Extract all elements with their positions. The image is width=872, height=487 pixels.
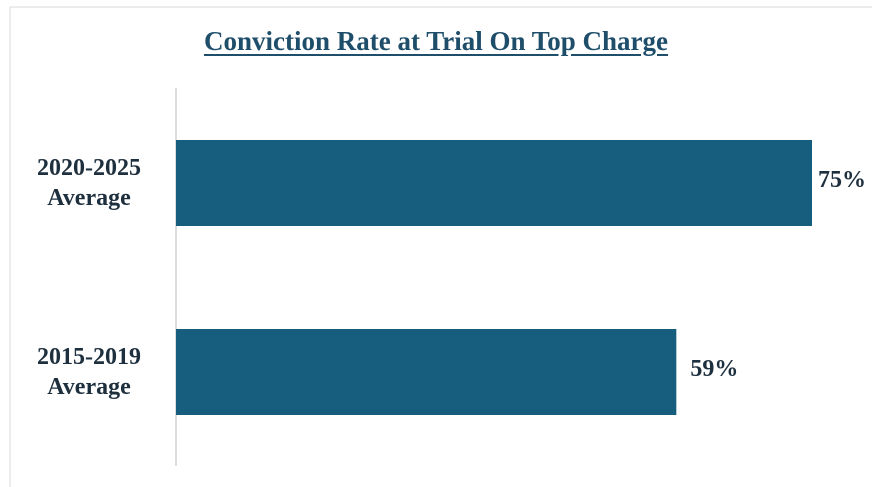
bar bbox=[176, 140, 812, 226]
value-label: 75% bbox=[818, 167, 866, 193]
value-label: 59% bbox=[690, 356, 739, 382]
category-label: 2015-2019 Average bbox=[37, 344, 141, 400]
bar bbox=[176, 329, 677, 415]
chart-title: Conviction Rate at Trial On Top Charge bbox=[203, 26, 669, 56]
category-label: 2020-2025 Average bbox=[37, 155, 141, 211]
